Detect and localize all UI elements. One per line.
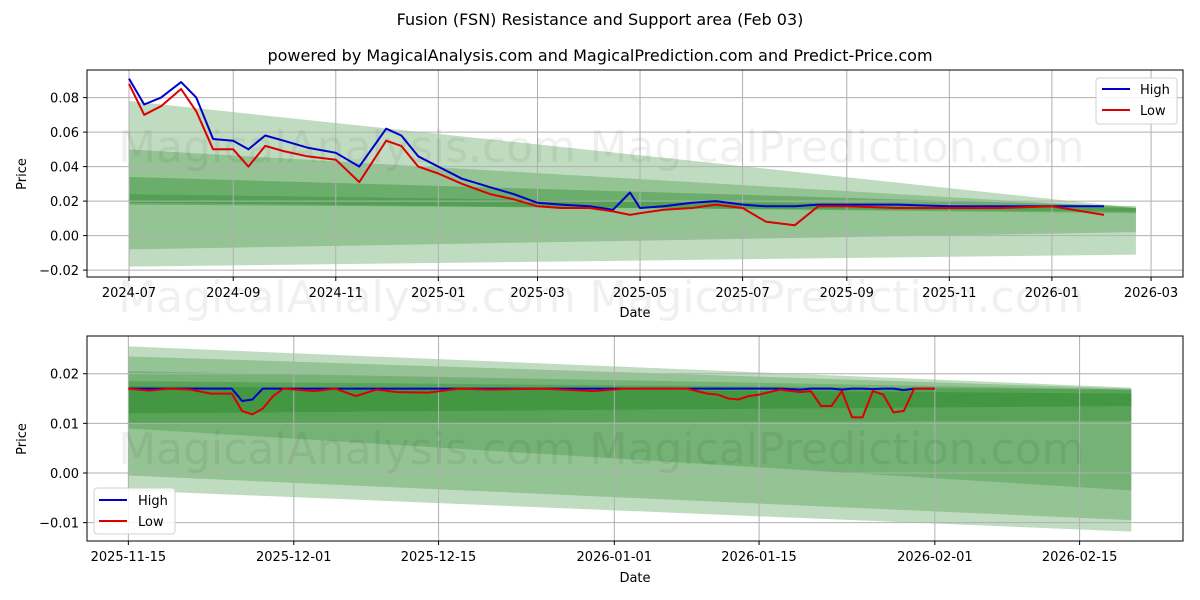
top-price-chart: MagicalAnalysis.com MagicalPrediction.co…	[15, 69, 1184, 323]
price-lines	[128, 387, 935, 419]
watermark-analysis: MagicalAnalysis.com	[118, 122, 576, 173]
y-tick-label: 0.08	[50, 92, 79, 107]
bottom-price-chart: MagicalAnalysis.com MagicalPrediction.co…	[15, 335, 1184, 586]
y-axis-label: Price	[15, 158, 30, 190]
x-tick-label: 2025-07	[715, 286, 769, 301]
legend-low-label: Low	[138, 515, 164, 530]
y-tick-label: 0.02	[50, 368, 79, 383]
watermark-analysis: MagicalAnalysis.com	[118, 424, 576, 475]
chart-subtitle: powered by MagicalAnalysis.com and Magic…	[267, 46, 933, 65]
x-tick-label: 2026-02-01	[897, 550, 973, 565]
legend: High Low	[1095, 77, 1178, 125]
x-tick-label: 2025-12-01	[256, 550, 332, 565]
chart-title: Fusion (FSN) Resistance and Support area…	[396, 10, 804, 29]
support-resistance-bands	[129, 101, 1136, 267]
x-axis-label: Date	[619, 306, 650, 321]
x-tick-label: 2025-03	[510, 286, 564, 301]
y-tick-label: 0.00	[50, 230, 79, 245]
x-tick-label: 2026-02-15	[1042, 550, 1118, 565]
watermark-prediction: MagicalPrediction.com	[590, 122, 1085, 173]
watermark: MagicalAnalysis.com MagicalPrediction.co…	[118, 424, 1084, 475]
forecast-band	[129, 149, 1136, 250]
legend-low-label: Low	[1140, 104, 1166, 119]
x-tick-label: 2024-09	[206, 286, 260, 301]
y-tick-label: 0.04	[50, 161, 79, 176]
x-tick-label: 2026-01-01	[577, 550, 653, 565]
forecast-band	[129, 176, 1136, 212]
plot-frame	[86, 335, 1184, 542]
low-price-line	[128, 83, 1105, 227]
watermark-prediction: MagicalPrediction.com	[590, 272, 1085, 323]
x-tick-label: 2025-12-15	[401, 550, 477, 565]
forecast-band	[129, 101, 1136, 267]
watermark-analysis: MagicalAnalysis.com	[118, 272, 576, 323]
price-lines	[128, 78, 1105, 227]
watermark: MagicalAnalysis.com MagicalPrediction.co…	[118, 122, 1084, 323]
x-tick-label: 2025-01	[411, 286, 465, 301]
x-tick-label: 2026-01-15	[721, 550, 797, 565]
x-tick-label: 2025-05	[613, 286, 667, 301]
low-price-line	[128, 387, 935, 419]
y-tick-label: 0.02	[50, 195, 79, 210]
y-axis-ticks: −0.02 0.00 0.02 0.04 0.06 0.08	[39, 92, 87, 279]
y-axis-label: Price	[15, 423, 30, 455]
x-axis-label: Date	[619, 571, 650, 586]
x-tick-label: 2025-11-15	[91, 550, 167, 565]
y-tick-label: −0.01	[39, 517, 79, 532]
x-tick-label: 2026-01	[1025, 286, 1079, 301]
x-tick-label: 2025-11	[922, 286, 976, 301]
y-tick-label: −0.02	[39, 264, 79, 279]
x-tick-label: 2026-03	[1124, 286, 1178, 301]
plot-frame	[86, 69, 1184, 278]
legend-high-label: High	[138, 494, 168, 509]
watermark-prediction: MagicalPrediction.com	[590, 424, 1085, 475]
high-price-line	[128, 78, 1104, 211]
y-tick-label: 0.01	[50, 417, 79, 432]
x-axis-ticks: 2024-07 2024-09 2024-11 2025-01 2025-03 2025-…	[102, 277, 1178, 301]
legend-high-label: High	[1140, 83, 1170, 98]
x-tick-label: 2025-09	[820, 286, 874, 301]
y-tick-label: 0.06	[50, 126, 79, 141]
x-tick-label: 2024-11	[309, 286, 363, 301]
grid-lines	[87, 336, 1183, 541]
y-axis-ticks: −0.01 0.00 0.01 0.02	[39, 368, 87, 532]
x-axis-ticks: 2025-11-15 2025-12-01 2025-12-15 2026-01-01…	[91, 541, 1118, 565]
legend: High Low	[93, 487, 176, 535]
y-tick-label: 0.00	[50, 467, 79, 482]
x-tick-label: 2024-07	[102, 286, 156, 301]
